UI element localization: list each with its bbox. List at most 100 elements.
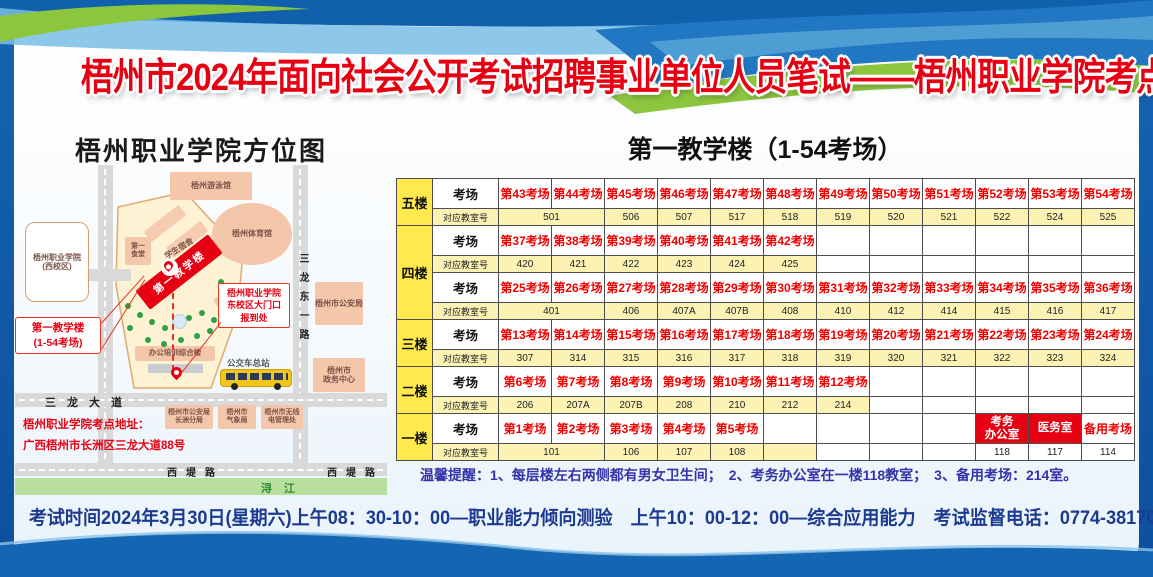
table-title: 第一教学楼（1-54考场） xyxy=(627,136,903,164)
exam-room-cell: 第32考场 xyxy=(869,272,923,303)
page-title: 梧州市2024年面向社会公开考试招聘事业单位人员笔试——梧州职业学院考点 xyxy=(80,57,1153,99)
exam-room-cell xyxy=(869,413,923,444)
road-left xyxy=(98,165,113,463)
building-swimming: 梧州游泳馆 xyxy=(170,172,252,200)
exam-room-cell: 第51考场 xyxy=(922,178,976,209)
classroom-number-cell: 525 xyxy=(1081,208,1135,226)
exam-room-cell xyxy=(922,366,976,397)
exam-room-cell: 第6考场 xyxy=(498,366,552,397)
classroom-number-cell xyxy=(869,443,923,461)
building-weather: 梧州市 气象局 xyxy=(218,405,256,429)
exam-room-cell xyxy=(869,225,923,256)
classroom-number-cell: 117 xyxy=(1028,443,1082,461)
exam-room-cell: 备用考场 xyxy=(1081,413,1135,444)
exam-schedule-footer: 考试时间2024年3月30日(星期六)上午08：30-10：00—职业能力倾向测… xyxy=(28,508,1153,529)
classroom-number-cell: 423 xyxy=(657,255,711,273)
classroom-number-cell: 322 xyxy=(975,349,1029,367)
exam-row-label: 考场 xyxy=(432,319,499,350)
classroom-number-cell xyxy=(763,443,817,461)
exam-room-cell: 第52考场 xyxy=(975,178,1029,209)
exam-room-cell xyxy=(1081,366,1135,397)
classroom-number-cell xyxy=(869,396,923,414)
road-west-dike xyxy=(15,463,387,476)
exam-room-cell: 第42考场 xyxy=(763,225,817,256)
classroom-number-cell: 107 xyxy=(657,443,711,461)
classroom-number-cell: 412 xyxy=(869,302,923,320)
classroom-number-cell xyxy=(1081,255,1135,273)
room-row-label: 对应教室号 xyxy=(432,396,499,414)
building-west-campus: 梧州职业学院 (西校区) xyxy=(25,222,89,302)
exam-room-cell: 第21考场 xyxy=(922,319,976,350)
river-label: 浔江 xyxy=(261,483,307,495)
classroom-number-cell: 414 xyxy=(922,302,976,320)
exam-room-cell: 第17考场 xyxy=(710,319,764,350)
classroom-number-cell xyxy=(975,396,1029,414)
exam-room-cell: 第41考场 xyxy=(710,225,764,256)
exam-room-cell: 第38考场 xyxy=(551,225,605,256)
exam-room-cell: 第26考场 xyxy=(551,272,605,303)
classroom-number-cell: 323 xyxy=(1028,349,1082,367)
classroom-number-cell: 517 xyxy=(710,208,764,226)
exam-room-cell xyxy=(922,413,976,444)
exam-room-cell: 医务室 xyxy=(1028,413,1082,444)
classroom-number-cell: 416 xyxy=(1028,302,1082,320)
room-row-label: 对应教室号 xyxy=(432,208,499,226)
exam-room-cell: 第3考场 xyxy=(604,413,658,444)
building-police-branch: 梧州市公安局 长洲分局 xyxy=(165,405,213,429)
road-side-stub xyxy=(75,269,131,281)
classroom-number-cell: 114 xyxy=(1081,443,1135,461)
floor-label: 一楼 xyxy=(396,413,433,461)
classroom-number-cell xyxy=(922,396,976,414)
route-dashed-path xyxy=(172,293,174,371)
classroom-number-cell xyxy=(1081,396,1135,414)
teaching-building-callout: 第一教学楼 (1-54考场) xyxy=(15,317,101,354)
exam-room-cell: 第22考场 xyxy=(975,319,1029,350)
exam-room-cell: 第50考场 xyxy=(869,178,923,209)
classroom-number-cell: 317 xyxy=(710,349,764,367)
exam-room-cell: 第10考场 xyxy=(710,366,764,397)
exam-room-cell: 第45考场 xyxy=(604,178,658,209)
exam-room-cell: 第29考场 xyxy=(710,272,764,303)
classroom-number-cell: 118 xyxy=(975,443,1029,461)
exam-room-cell: 第16考场 xyxy=(657,319,711,350)
classroom-number-cell: 315 xyxy=(604,349,658,367)
bus-station-label: 公交车总站 xyxy=(227,358,270,368)
exam-room-cell: 第7考场 xyxy=(551,366,605,397)
exam-room-cell: 第9考场 xyxy=(657,366,711,397)
exam-room-cell: 第14考场 xyxy=(551,319,605,350)
exam-room-cell: 第19考场 xyxy=(816,319,870,350)
gate-callout: 梧州职业学院 东校区大门口 报到处 xyxy=(218,283,290,328)
classroom-number-cell: 320 xyxy=(869,349,923,367)
building-police: 梧州市公安局 xyxy=(315,282,363,325)
road-main xyxy=(15,393,387,407)
building-radio: 梧州市无线 电管理处 xyxy=(261,405,303,429)
exam-room-cell: 第25考场 xyxy=(498,272,552,303)
exam-room-cell xyxy=(1028,225,1082,256)
exam-room-cell: 第35考场 xyxy=(1028,272,1082,303)
classroom-number-cell: 408 xyxy=(763,302,817,320)
classroom-number-cell: 210 xyxy=(710,396,764,414)
exam-room-cell: 第34考场 xyxy=(975,272,1029,303)
classroom-number-cell: 319 xyxy=(816,349,870,367)
floor-label: 四楼 xyxy=(396,225,433,320)
exam-room-cell xyxy=(816,413,870,444)
room-row-label: 对应教室号 xyxy=(432,349,499,367)
room-row-label: 对应教室号 xyxy=(432,255,499,273)
exam-room-cell xyxy=(975,366,1029,397)
road-east xyxy=(293,165,308,463)
exam-row-label: 考场 xyxy=(432,413,499,444)
river-strip xyxy=(15,478,387,495)
classroom-number-cell xyxy=(869,255,923,273)
classroom-number-cell xyxy=(1028,396,1082,414)
exam-room-cell: 第1考场 xyxy=(498,413,552,444)
exam-room-cell: 第28考场 xyxy=(657,272,711,303)
classroom-number-cell: 321 xyxy=(922,349,976,367)
exam-room-cell xyxy=(1028,366,1082,397)
classroom-number-cell: 316 xyxy=(657,349,711,367)
classroom-number-cell xyxy=(816,443,870,461)
exam-room-cell: 第18考场 xyxy=(763,319,817,350)
classroom-number-cell: 522 xyxy=(975,208,1029,226)
exam-row-label: 考场 xyxy=(432,272,499,303)
exam-room-cell: 第40考场 xyxy=(657,225,711,256)
